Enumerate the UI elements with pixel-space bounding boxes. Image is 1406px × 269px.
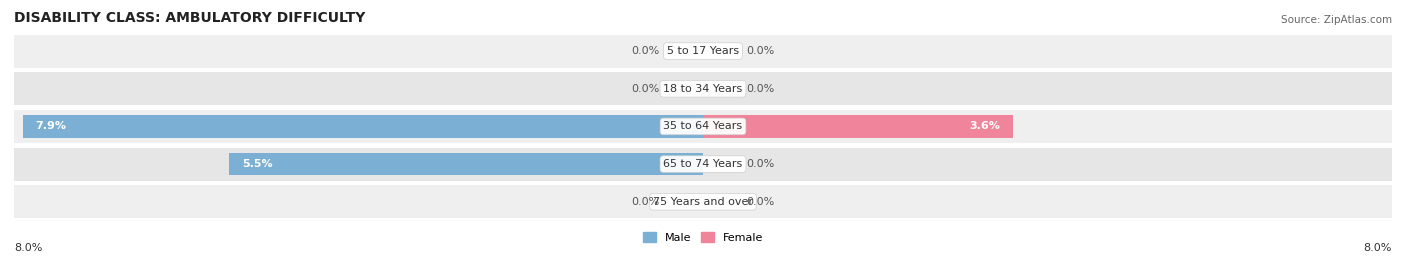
Text: 7.9%: 7.9% [35,121,66,132]
Text: 3.6%: 3.6% [969,121,1000,132]
Bar [14,34,1392,68]
Text: 0.0%: 0.0% [747,46,775,56]
Text: 35 to 64 Years: 35 to 64 Years [664,121,742,132]
Text: 0.0%: 0.0% [631,84,659,94]
Text: Source: ZipAtlas.com: Source: ZipAtlas.com [1281,15,1392,25]
Text: 75 Years and over: 75 Years and over [652,197,754,207]
Bar [14,110,1392,143]
Text: 0.0%: 0.0% [631,197,659,207]
Text: 0.0%: 0.0% [747,159,775,169]
Bar [14,147,1392,181]
Bar [22,115,703,138]
Text: 5 to 17 Years: 5 to 17 Years [666,46,740,56]
Legend: Male, Female: Male, Female [643,232,763,243]
Bar [14,185,1392,218]
Bar [229,153,703,175]
Text: 8.0%: 8.0% [1364,243,1392,253]
Bar [14,72,1392,105]
Text: 0.0%: 0.0% [747,84,775,94]
Text: 0.0%: 0.0% [631,46,659,56]
Text: 8.0%: 8.0% [14,243,42,253]
Text: DISABILITY CLASS: AMBULATORY DIFFICULTY: DISABILITY CLASS: AMBULATORY DIFFICULTY [14,11,366,25]
Text: 5.5%: 5.5% [242,159,273,169]
Text: 18 to 34 Years: 18 to 34 Years [664,84,742,94]
Text: 0.0%: 0.0% [747,197,775,207]
Bar [703,115,1012,138]
Text: 65 to 74 Years: 65 to 74 Years [664,159,742,169]
